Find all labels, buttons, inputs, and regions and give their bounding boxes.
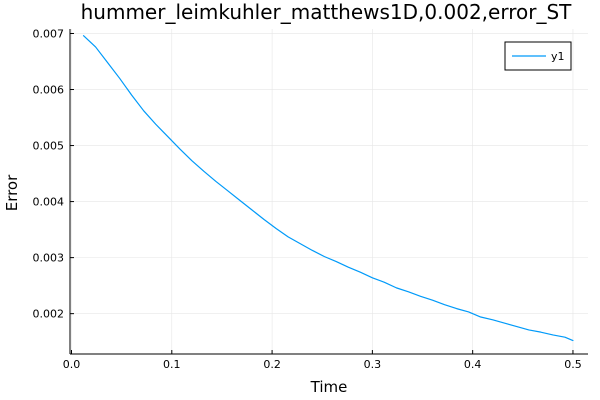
y-tick-label: 0.007 <box>33 27 65 40</box>
series-lines <box>82 35 574 342</box>
x-tick-label: 0.1 <box>163 358 181 371</box>
x-tick-label: 0.4 <box>464 358 482 371</box>
y-tick-label: 0.005 <box>33 140 65 153</box>
series-line-y1 <box>82 35 574 342</box>
x-tick-label: 0.0 <box>63 358 81 371</box>
x-axis-label: Time <box>310 378 348 396</box>
y-tick-label: 0.003 <box>33 252 65 265</box>
axes-frame <box>69 29 588 355</box>
x-tick-label: 0.5 <box>564 358 582 371</box>
grid <box>70 29 588 354</box>
y-tick-label: 0.006 <box>33 84 65 97</box>
ticks: 0.0 0.1 0.2 0.3 0.4 0.5 0.002 0.003 0.004 0.005 0.… <box>33 27 582 371</box>
x-tick-label: 0.2 <box>263 358 281 371</box>
x-tick-label: 0.3 <box>364 358 382 371</box>
legend: y1 <box>504 41 572 71</box>
legend-label-y1: y1 <box>551 50 565 63</box>
y-axis-label: Error <box>3 174 21 211</box>
chart-title: hummer_leimkuhler_matthews1D,0.002,error… <box>81 0 573 24</box>
y-tick-label: 0.002 <box>33 308 65 321</box>
y-tick-label: 0.004 <box>33 196 65 209</box>
